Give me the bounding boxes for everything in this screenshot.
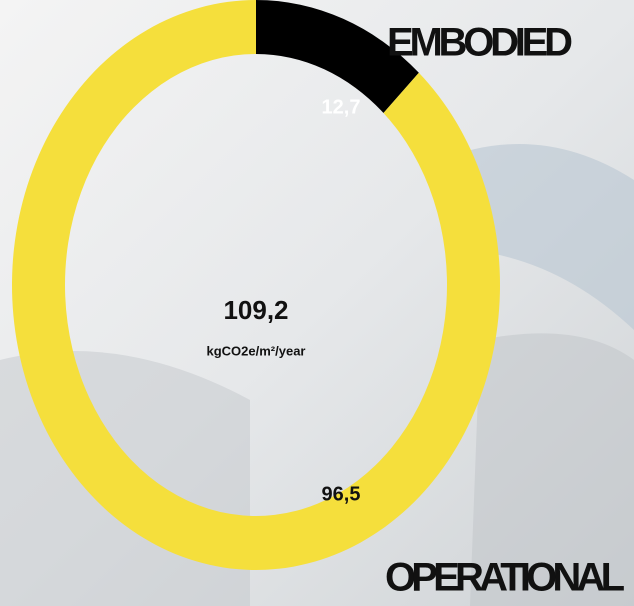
value-label: 96,5 (322, 483, 361, 505)
category-label: OPERATIONAL (385, 556, 625, 600)
value-label: 12,7 (322, 96, 361, 118)
background-shape (470, 333, 634, 606)
background-shape (440, 144, 634, 330)
donut (11, 0, 500, 570)
center-value: 109,2 (223, 295, 288, 325)
category-label: EMBODIED (387, 21, 573, 65)
center-unit: kgCO2e/m²/year (207, 343, 306, 358)
donut-segment (256, 0, 419, 113)
